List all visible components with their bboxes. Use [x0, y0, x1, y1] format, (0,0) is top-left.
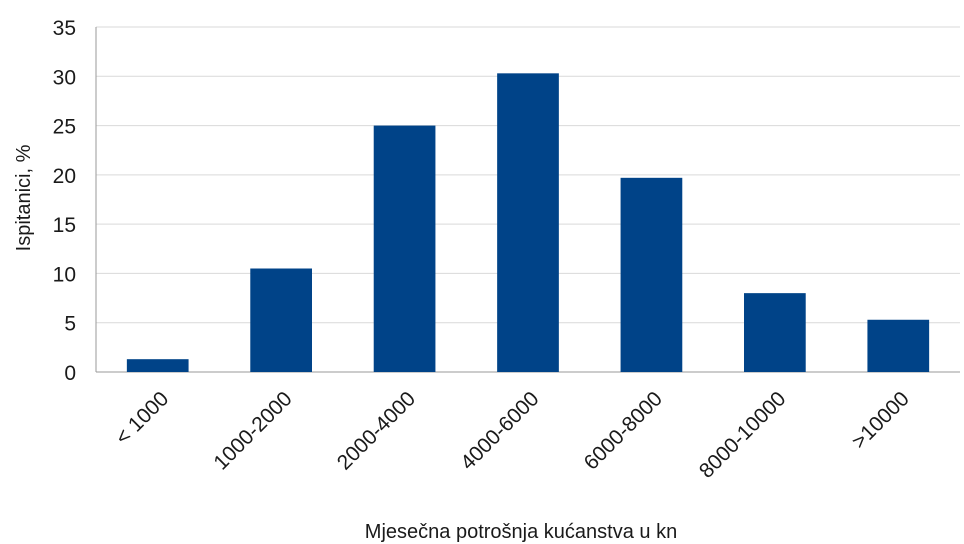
y-tick-label: 0: [64, 362, 76, 385]
y-tick-label: 10: [53, 263, 76, 286]
y-tick-label: 20: [53, 165, 76, 188]
x-axis-ticks: < 1000 1000-2000 2000-4000 4000-6000 6000-80…: [111, 387, 914, 483]
bar: [126, 359, 189, 372]
x-tick-label: 1000-2000: [209, 387, 296, 474]
x-tick-label: 4000-6000: [456, 387, 543, 474]
bar: [620, 177, 683, 372]
x-tick-label: >10000: [848, 387, 914, 453]
y-tick-label: 25: [53, 116, 76, 139]
bar: [373, 125, 436, 372]
x-tick-label: < 1000: [111, 387, 173, 449]
bars: [126, 73, 930, 372]
x-tick-label: 6000-8000: [580, 387, 667, 474]
y-tick-label: 15: [53, 214, 76, 237]
x-tick-label: 2000-4000: [333, 387, 420, 474]
y-axis-ticks: 0 5 10 15 20 25 30 35: [53, 17, 76, 385]
bar: [497, 73, 559, 372]
bar: [744, 293, 806, 372]
y-tick-label: 35: [53, 17, 76, 40]
x-tick-label: 8000-10000: [695, 387, 791, 483]
bar: [250, 268, 312, 372]
y-axis-title: Ispitanici, %: [13, 144, 35, 251]
bar: [867, 319, 930, 372]
y-tick-label: 5: [64, 313, 76, 336]
y-tick-label: 30: [53, 66, 76, 89]
x-axis-title: Mjesečna potrošnja kućanstva u kn: [365, 521, 677, 543]
